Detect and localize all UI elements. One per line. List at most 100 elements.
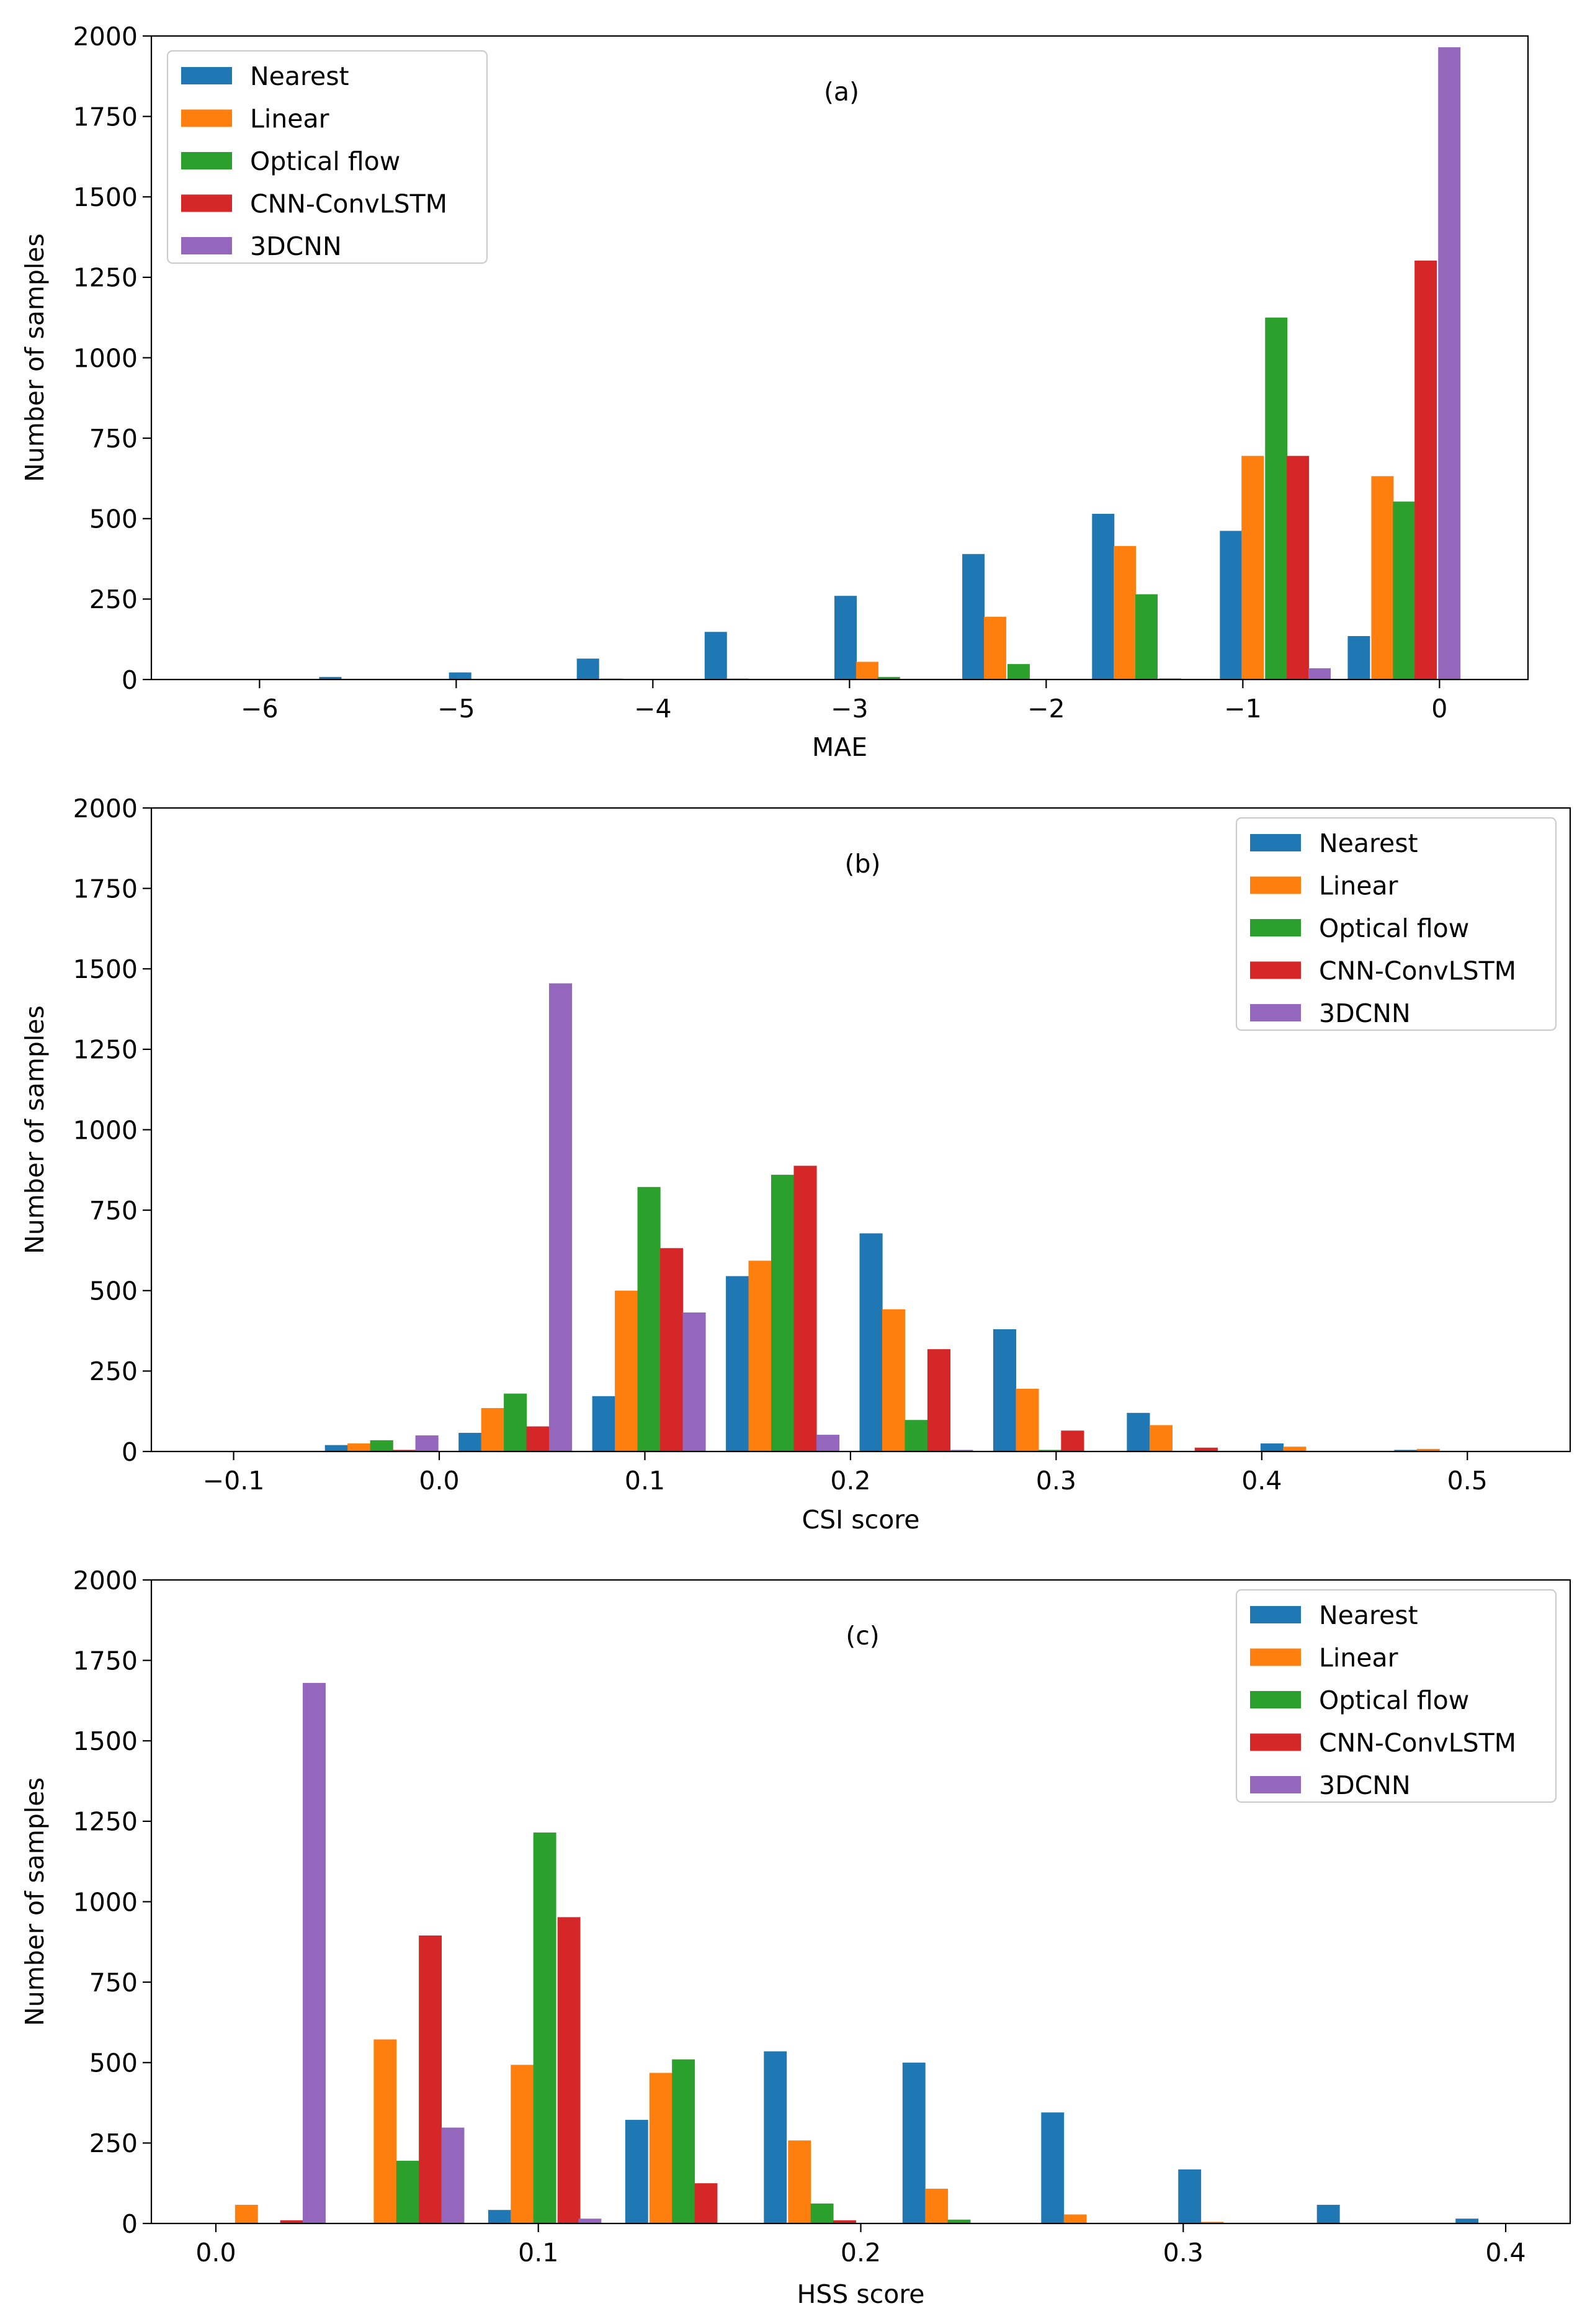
x-tick-label: −6 [241, 694, 278, 724]
bar [280, 2220, 303, 2223]
bar [1114, 545, 1137, 680]
bar [816, 1435, 840, 1451]
bar [1371, 476, 1394, 680]
legend-label: Nearest [250, 61, 349, 91]
bar [458, 1432, 482, 1451]
legend-swatch [181, 152, 232, 169]
bar [370, 1440, 393, 1451]
bar [1063, 2214, 1087, 2223]
legend-label: CNN-ConvLSTM [1319, 956, 1516, 985]
x-axis-label: CSI score [802, 1505, 920, 1535]
legend-swatch [181, 194, 232, 212]
legend-label: Optical flow [1319, 913, 1469, 943]
bar [393, 1450, 416, 1451]
y-tick-label: 750 [89, 424, 138, 454]
legend: Nearest Linear Optical flow CNN-ConvLSTM 3DC… [166, 50, 488, 264]
bar [533, 1833, 556, 2223]
legend-swatch [1250, 1733, 1301, 1751]
x-tick-label: −5 [437, 694, 475, 724]
y-tick-label: 1250 [73, 1807, 138, 1837]
bar [549, 983, 573, 1451]
bar [833, 2220, 856, 2223]
series-linear [235, 2039, 1224, 2223]
legend-swatch [1250, 919, 1301, 936]
legend-label: Linear [1319, 871, 1398, 900]
y-tick-label: 1750 [73, 874, 138, 904]
y-tick-label: 500 [89, 1276, 138, 1306]
series-optical-flow [370, 1175, 1061, 1451]
x-tick-label: −3 [831, 694, 868, 724]
y-tick-label: 1500 [73, 1726, 138, 1756]
bar [704, 632, 727, 680]
bar [905, 1420, 928, 1451]
bar [1455, 2219, 1479, 2223]
x-tick-label: −0.1 [203, 1466, 265, 1496]
x-tick-label: 0.0 [419, 1466, 459, 1496]
y-tick-label: 1250 [73, 263, 138, 293]
legend-label: 3DCNN [250, 231, 342, 261]
y-tick-label: 0 [122, 2209, 138, 2239]
legend-label: Linear [1319, 1643, 1398, 1672]
bar [578, 2219, 602, 2223]
bar [859, 1233, 883, 1451]
bar [576, 658, 599, 680]
bar [788, 2140, 811, 2223]
series-cnn-convlstm [280, 1917, 856, 2223]
bar [396, 2160, 419, 2223]
bar [324, 1445, 348, 1451]
bar [637, 1187, 661, 1451]
y-tick-label: 1250 [73, 1035, 138, 1065]
bar [793, 1165, 817, 1451]
bar [511, 2065, 534, 2223]
y-tick-label: 250 [89, 2129, 138, 2158]
bar [694, 2183, 718, 2223]
bar [962, 554, 985, 680]
legend-swatch [1250, 1776, 1301, 1793]
bar [1200, 2222, 1224, 2223]
bar [1265, 317, 1288, 680]
panel-label: (c) [846, 1621, 880, 1651]
bar [1394, 1450, 1418, 1451]
x-tick-label: 0.4 [1485, 2238, 1526, 2268]
x-axis-label: MAE [812, 732, 867, 762]
y-tick-label: 2000 [73, 794, 138, 823]
legend-label: Linear [250, 104, 329, 133]
bar [592, 1396, 615, 1451]
bar [660, 1248, 684, 1451]
series-3dcnn [415, 983, 973, 1451]
legend-swatch [181, 237, 232, 254]
x-tick-label: 0 [1431, 694, 1447, 724]
legend-swatch [1250, 1606, 1301, 1623]
x-tick-label: −4 [634, 694, 671, 724]
y-tick-label: 0 [122, 665, 138, 695]
bar [947, 2219, 971, 2223]
y-tick-label: 1750 [73, 1646, 138, 1676]
bar [983, 616, 1006, 680]
legend-swatch [181, 109, 232, 127]
series-nearest [319, 513, 1370, 680]
bar [649, 2073, 672, 2223]
bar [419, 1935, 442, 2223]
legend-swatch [1250, 961, 1301, 979]
panel-c-hss-histogram: 0 250 500 750 1000 1250 1500 1750 2000 0.0 0.1 0.2 0… [20, 1566, 1571, 2309]
bar [1220, 531, 1243, 680]
legend: Nearest Linear Optical flow CNN-ConvLSTM 3DC… [1235, 1589, 1557, 1803]
bar [993, 1329, 1017, 1451]
bar [1041, 2112, 1065, 2223]
bar [481, 1408, 504, 1451]
y-axis-label: Number of samples [20, 1777, 50, 2026]
series-linear [600, 455, 1394, 680]
legend-box [1235, 817, 1557, 1031]
bar [1260, 1443, 1284, 1451]
bar [1178, 2169, 1202, 2223]
x-axis-label: HSS score [797, 2279, 924, 2309]
y-axis-label: Number of samples [20, 233, 50, 482]
legend-box [1235, 1589, 1557, 1803]
series-3dcnn [303, 1682, 602, 2223]
series-cnn-convlstm [393, 1165, 1218, 1451]
bar [902, 2062, 926, 2223]
y-tick-label: 2000 [73, 1566, 138, 1595]
bar [526, 1426, 550, 1451]
y-tick-label: 1000 [73, 343, 138, 373]
